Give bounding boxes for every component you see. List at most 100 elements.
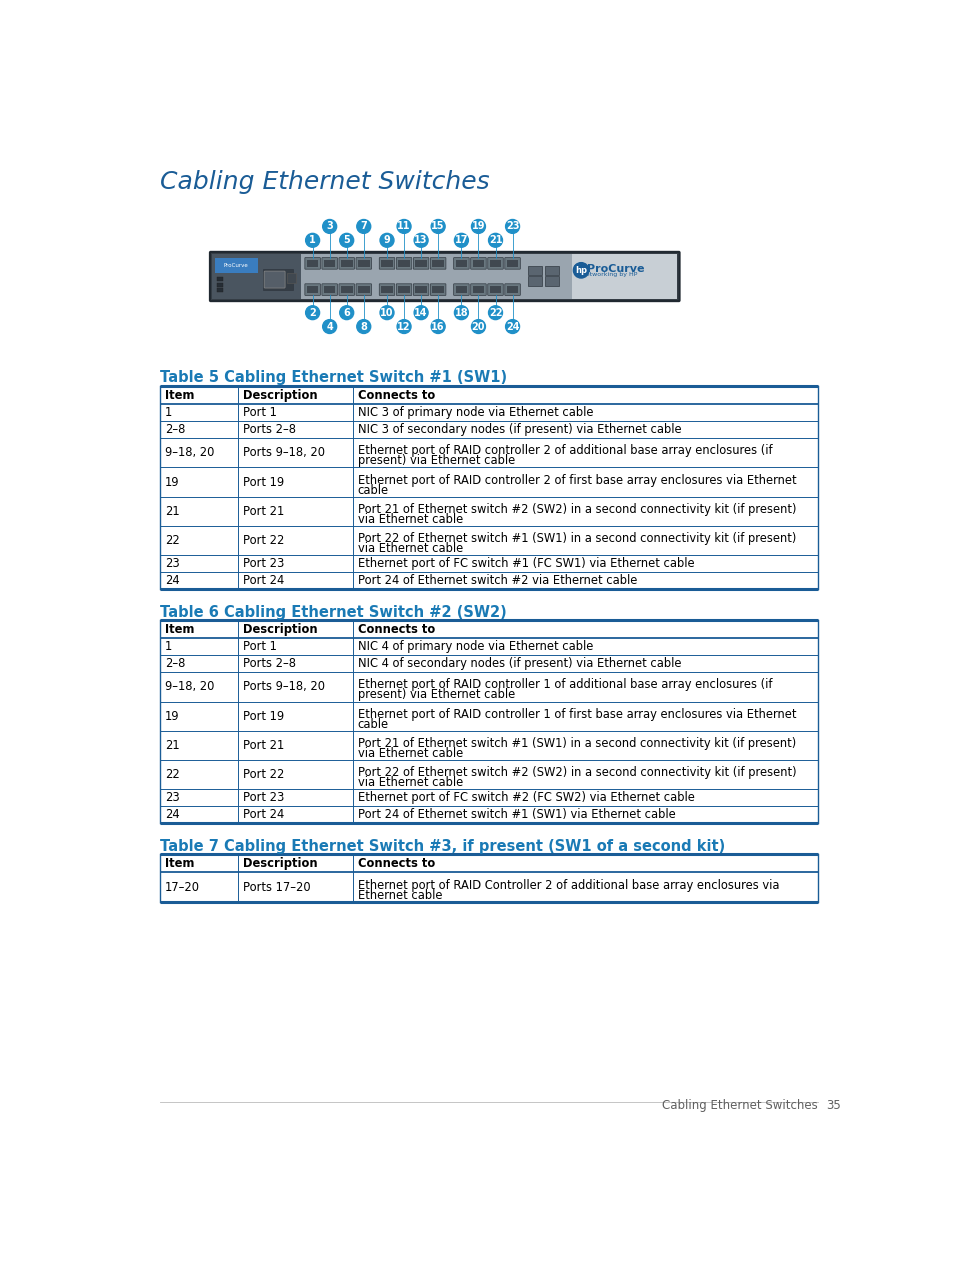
Text: Ethernet port of FC switch #1 (FC SW1) via Ethernet cable: Ethernet port of FC switch #1 (FC SW1) v… [357,557,694,571]
Text: 16: 16 [431,322,444,332]
Circle shape [431,319,445,333]
Bar [381,259,393,267]
FancyBboxPatch shape [395,283,412,295]
FancyBboxPatch shape [504,283,519,295]
FancyBboxPatch shape [379,258,395,269]
Bar [528,266,542,275]
Bar [528,277,542,286]
Text: 18: 18 [455,308,468,318]
Text: 5: 5 [343,235,350,245]
Bar [571,254,677,299]
Bar [215,258,257,273]
Text: Ports 2–8: Ports 2–8 [242,657,295,670]
FancyBboxPatch shape [321,283,337,295]
Text: 21: 21 [165,505,179,517]
Text: cable: cable [357,484,388,497]
Circle shape [454,234,468,248]
Text: Port 22: Port 22 [242,768,284,782]
Text: 21: 21 [488,235,501,245]
Text: 23: 23 [165,557,179,571]
Circle shape [505,319,519,333]
Text: Ethernet port of RAID controller 2 of additional base array enclosures (if: Ethernet port of RAID controller 2 of ad… [357,445,771,458]
Text: Ethernet port of RAID Controller 2 of additional base array enclosures via: Ethernet port of RAID Controller 2 of ad… [357,878,779,892]
Text: 22: 22 [165,768,179,782]
Text: Port 19: Port 19 [242,475,283,488]
Text: NIC 3 of primary node via Ethernet cable: NIC 3 of primary node via Ethernet cable [357,407,593,419]
Bar [323,286,335,294]
Text: 4: 4 [326,322,333,332]
Text: Port 1: Port 1 [242,407,276,419]
FancyBboxPatch shape [379,283,395,295]
Text: 11: 11 [396,221,411,231]
Text: 10: 10 [380,308,394,318]
Text: Ports 2–8: Ports 2–8 [242,423,295,436]
Text: ® ProCurve: ® ProCurve [572,264,644,273]
Text: Port 23: Port 23 [242,557,284,571]
Text: 21: 21 [165,738,179,752]
Text: Table 5 Cabling Ethernet Switch #1 (SW1): Table 5 Cabling Ethernet Switch #1 (SW1) [160,370,507,385]
Bar [286,273,295,282]
Text: Port 24: Port 24 [242,574,283,587]
Text: Ethernet cable: Ethernet cable [357,888,441,901]
Text: 8: 8 [360,322,367,332]
Bar [307,286,318,294]
Text: present) via Ethernet cable: present) via Ethernet cable [357,689,515,702]
Text: 2–8: 2–8 [165,657,185,670]
Text: NIC 3 of secondary nodes (if present) via Ethernet cable: NIC 3 of secondary nodes (if present) vi… [357,423,680,436]
Circle shape [573,263,588,278]
Text: 12: 12 [396,322,411,332]
Text: ProCurve: ProCurve [224,263,249,268]
Text: 24: 24 [505,322,518,332]
FancyBboxPatch shape [430,258,445,269]
Bar [307,259,318,267]
Text: 9–18, 20: 9–18, 20 [165,446,214,459]
Bar [357,259,369,267]
FancyBboxPatch shape [210,252,679,301]
Text: Ethernet port of RAID controller 2 of first base array enclosures via Ethernet: Ethernet port of RAID controller 2 of fi… [357,474,796,487]
Bar [340,286,353,294]
Bar [545,266,558,275]
Text: Port 21: Port 21 [242,738,283,752]
Text: 13: 13 [414,235,427,245]
Text: 19: 19 [165,475,179,488]
FancyBboxPatch shape [470,283,486,295]
Text: 35: 35 [825,1099,840,1112]
FancyBboxPatch shape [338,258,355,269]
Text: 24: 24 [165,574,179,587]
FancyBboxPatch shape [413,258,429,269]
Circle shape [356,220,371,234]
Text: Port 19: Port 19 [242,709,283,723]
Circle shape [488,306,502,319]
Text: Item: Item [165,389,194,402]
Bar [432,286,443,294]
Text: 19: 19 [471,221,485,231]
Circle shape [431,220,445,234]
Text: Networking by HP: Networking by HP [580,272,637,277]
Text: 1: 1 [165,407,172,419]
Text: Port 22: Port 22 [242,534,284,547]
Text: 1: 1 [309,235,315,245]
Text: Description: Description [242,623,316,636]
Circle shape [505,220,519,234]
Circle shape [454,306,468,319]
Text: present) via Ethernet cable: present) via Ethernet cable [357,454,515,468]
Bar [357,286,369,294]
Circle shape [305,306,319,319]
FancyBboxPatch shape [355,258,371,269]
Text: Cabling Ethernet Switches: Cabling Ethernet Switches [160,170,490,194]
Text: cable: cable [357,718,388,731]
Text: 14: 14 [414,308,427,318]
Text: via Ethernet cable: via Ethernet cable [357,543,462,555]
Text: Port 1: Port 1 [242,641,276,653]
Circle shape [356,319,371,333]
Circle shape [339,306,354,319]
Text: Connects to: Connects to [357,623,435,636]
Bar [397,259,410,267]
Text: via Ethernet cable: via Ethernet cable [357,513,462,526]
FancyBboxPatch shape [470,258,486,269]
Text: Connects to: Connects to [357,857,435,869]
Bar [397,286,410,294]
Text: NIC 4 of primary node via Ethernet cable: NIC 4 of primary node via Ethernet cable [357,641,592,653]
Bar [212,254,301,299]
FancyBboxPatch shape [413,283,429,295]
